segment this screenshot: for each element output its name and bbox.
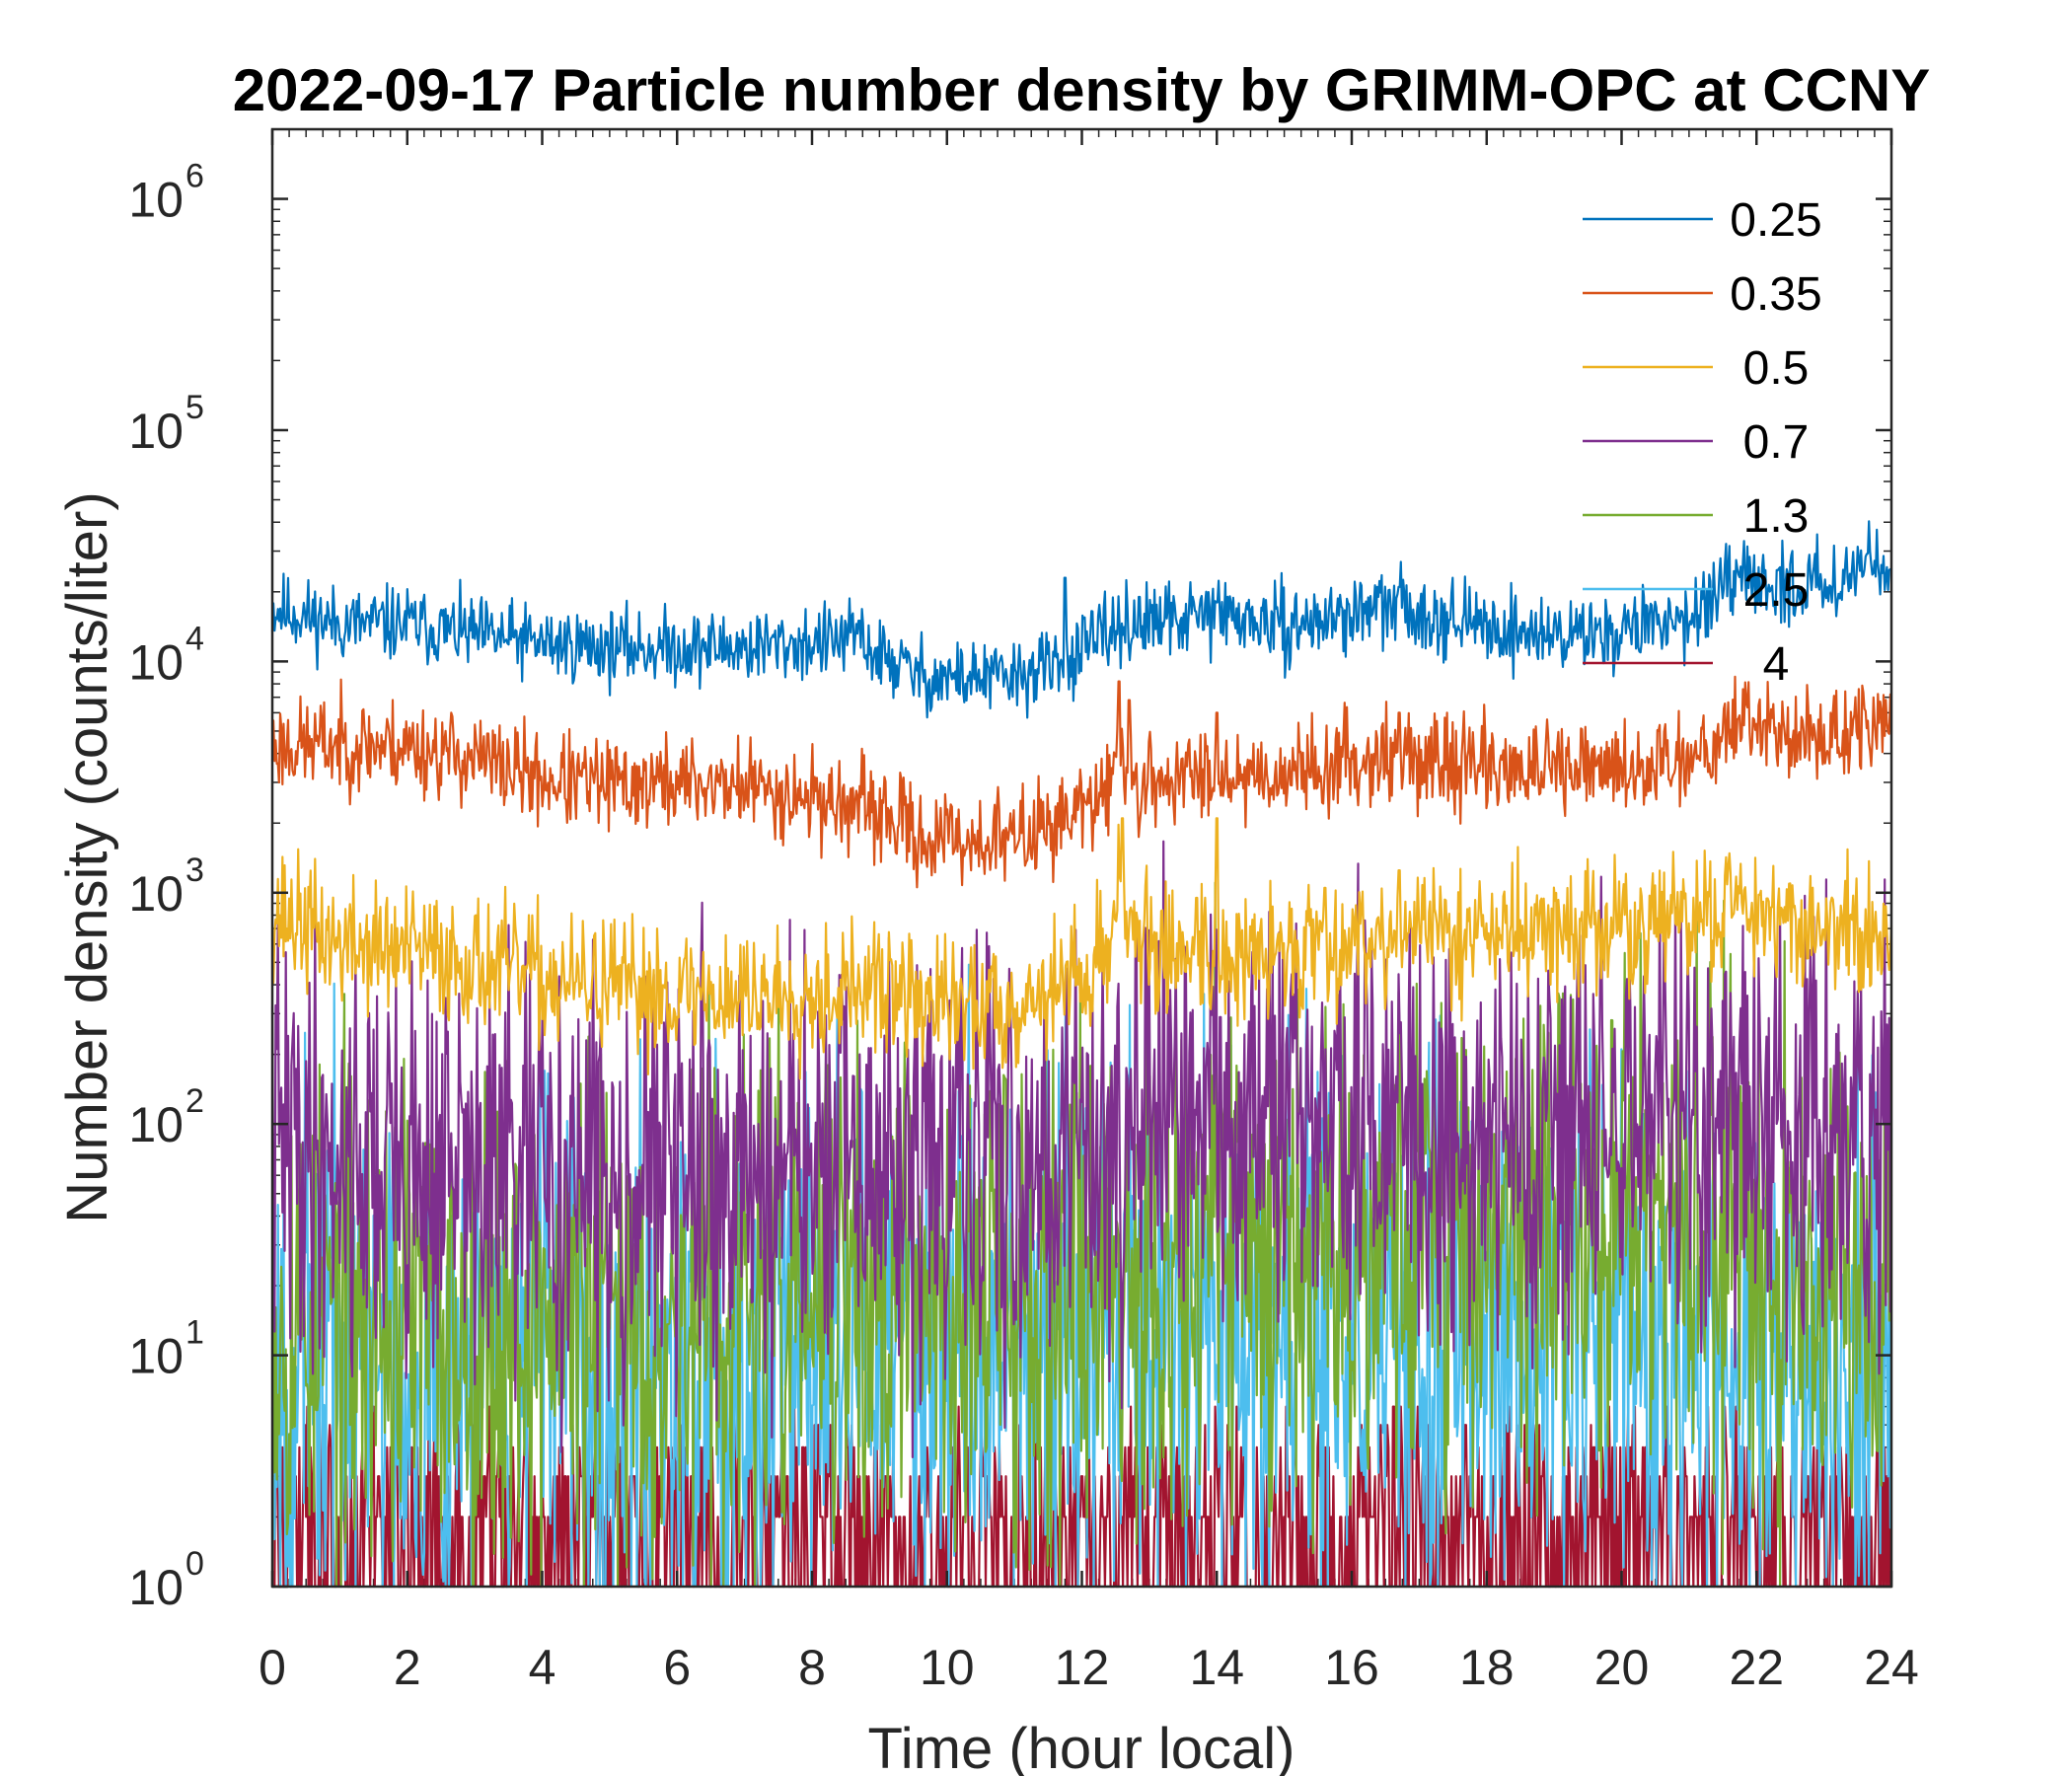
y-tick-base: 10 — [128, 1097, 184, 1152]
x-tick-label: 10 — [920, 1640, 975, 1695]
series-line-0-7 — [270, 840, 1893, 1458]
legend: 0.25 0.35 0.5 0.7 1.3 2.5 4 — [1583, 194, 1822, 691]
y-tick-label: 10 — [128, 866, 184, 922]
major-ticks — [270, 129, 1893, 1589]
x-tick-labels: 0 2 4 6 8 10 12 14 16 18 20 22 24 — [259, 1640, 1919, 1695]
x-tick-label: 6 — [663, 1640, 691, 1695]
y-tick-base: 10 — [128, 1560, 184, 1615]
legend-label: 4 — [1763, 638, 1790, 691]
y-tick-exponent: 4 — [185, 620, 204, 657]
y-tick-label: 10 — [128, 634, 184, 690]
y-tick-base: 10 — [128, 634, 184, 690]
x-tick-label: 20 — [1594, 1640, 1650, 1695]
x-tick-label: 22 — [1729, 1640, 1784, 1695]
x-tick-label: 4 — [529, 1640, 556, 1695]
chart-title: 2022-09-17 Particle number density by GR… — [233, 57, 1931, 123]
series-line-0-25 — [270, 520, 1891, 719]
x-tick-label: 14 — [1189, 1640, 1244, 1695]
y-tick-label: 10 — [128, 1329, 184, 1384]
x-tick-label: 24 — [1864, 1640, 1919, 1695]
y-tick-exponent: 3 — [185, 851, 204, 889]
y-tick-base: 10 — [128, 866, 184, 922]
y-tick-label: 10 — [128, 173, 184, 228]
series-line-0-5 — [270, 817, 1893, 1080]
y-tick-exponent: 0 — [185, 1545, 204, 1583]
legend-label: 0.35 — [1730, 268, 1821, 321]
y-tick-exponent: 1 — [185, 1314, 204, 1352]
y-tick-label: 10 — [128, 1097, 184, 1152]
series-line-1-3 — [270, 881, 1893, 1589]
x-tick-label: 12 — [1055, 1640, 1110, 1695]
y-tick-base: 10 — [128, 173, 184, 228]
y-tick-exponent: 6 — [185, 158, 204, 195]
y-tick-exponent: 2 — [185, 1082, 204, 1120]
legend-label: 0.25 — [1730, 194, 1821, 247]
y-tick-base: 10 — [128, 1329, 184, 1384]
series-line-0-35 — [270, 675, 1892, 889]
legend-label: 2.5 — [1743, 564, 1810, 617]
y-tick-label: 10 — [128, 404, 184, 459]
y-tick-label: 10 — [128, 1560, 184, 1615]
legend-label: 1.3 — [1743, 490, 1810, 543]
y-axis-label: Number density (counts/liter) — [55, 491, 119, 1222]
y-tick-exponent: 5 — [185, 389, 204, 426]
x-tick-label: 18 — [1459, 1640, 1515, 1695]
x-tick-label: 2 — [394, 1640, 421, 1695]
x-axis-label: Time (hour local) — [868, 1717, 1295, 1776]
y-tick-base: 10 — [128, 404, 184, 459]
legend-label: 0.5 — [1743, 342, 1810, 395]
x-tick-label: 8 — [798, 1640, 826, 1695]
x-tick-label: 16 — [1324, 1640, 1379, 1695]
x-tick-label: 0 — [259, 1640, 286, 1695]
legend-label: 0.7 — [1743, 416, 1810, 469]
